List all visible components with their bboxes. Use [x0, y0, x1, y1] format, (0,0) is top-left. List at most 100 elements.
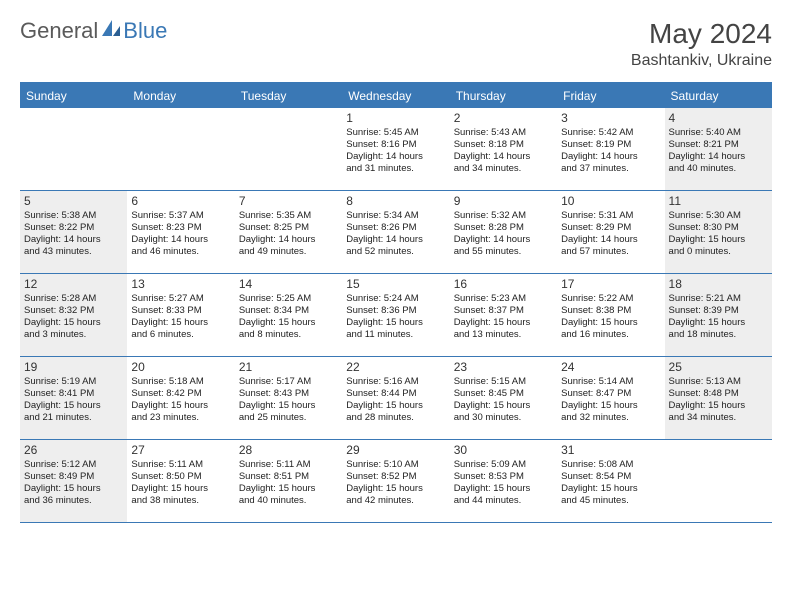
- day-detail-line: Daylight: 15 hours: [669, 400, 768, 412]
- day-detail-line: and 34 minutes.: [454, 163, 553, 175]
- day-detail-line: Sunrise: 5:40 AM: [669, 127, 768, 139]
- day-detail-line: Sunset: 8:25 PM: [239, 222, 338, 234]
- day-cell: 12Sunrise: 5:28 AMSunset: 8:32 PMDayligh…: [20, 274, 127, 356]
- day-detail-line: and 13 minutes.: [454, 329, 553, 341]
- day-number: 1: [346, 111, 445, 125]
- day-detail-line: Daylight: 15 hours: [669, 234, 768, 246]
- day-cell: 4Sunrise: 5:40 AMSunset: 8:21 PMDaylight…: [665, 108, 772, 190]
- day-detail-line: Sunrise: 5:14 AM: [561, 376, 660, 388]
- day-detail-line: and 28 minutes.: [346, 412, 445, 424]
- day-detail-line: Daylight: 15 hours: [346, 400, 445, 412]
- day-detail-line: Sunrise: 5:22 AM: [561, 293, 660, 305]
- day-detail-line: Sunrise: 5:43 AM: [454, 127, 553, 139]
- day-cell: 1Sunrise: 5:45 AMSunset: 8:16 PMDaylight…: [342, 108, 449, 190]
- day-detail-line: and 46 minutes.: [131, 246, 230, 258]
- day-detail-line: Daylight: 15 hours: [131, 400, 230, 412]
- day-cell: 30Sunrise: 5:09 AMSunset: 8:53 PMDayligh…: [450, 440, 557, 522]
- day-detail-line: Sunset: 8:52 PM: [346, 471, 445, 483]
- day-detail-line: Sunset: 8:43 PM: [239, 388, 338, 400]
- day-detail-line: and 25 minutes.: [239, 412, 338, 424]
- day-cell: 8Sunrise: 5:34 AMSunset: 8:26 PMDaylight…: [342, 191, 449, 273]
- day-detail-line: Sunrise: 5:21 AM: [669, 293, 768, 305]
- day-detail-line: and 18 minutes.: [669, 329, 768, 341]
- day-detail-line: Sunset: 8:32 PM: [24, 305, 123, 317]
- day-detail-line: Daylight: 14 hours: [346, 234, 445, 246]
- day-detail-line: Sunset: 8:16 PM: [346, 139, 445, 151]
- day-detail-line: Sunrise: 5:31 AM: [561, 210, 660, 222]
- day-detail-line: and 31 minutes.: [346, 163, 445, 175]
- day-number: 23: [454, 360, 553, 374]
- day-cell: 16Sunrise: 5:23 AMSunset: 8:37 PMDayligh…: [450, 274, 557, 356]
- day-number: 2: [454, 111, 553, 125]
- day-number: 30: [454, 443, 553, 457]
- day-detail-line: Sunrise: 5:38 AM: [24, 210, 123, 222]
- day-detail-line: Sunrise: 5:42 AM: [561, 127, 660, 139]
- day-detail-line: and 40 minutes.: [669, 163, 768, 175]
- day-detail-line: Sunrise: 5:12 AM: [24, 459, 123, 471]
- day-cell: 28Sunrise: 5:11 AMSunset: 8:51 PMDayligh…: [235, 440, 342, 522]
- dayname-label: Tuesday: [235, 84, 342, 108]
- day-number: 3: [561, 111, 660, 125]
- day-detail-line: Sunset: 8:44 PM: [346, 388, 445, 400]
- day-detail-line: Sunrise: 5:32 AM: [454, 210, 553, 222]
- day-detail-line: Sunrise: 5:16 AM: [346, 376, 445, 388]
- day-number: 5: [24, 194, 123, 208]
- day-number: 11: [669, 194, 768, 208]
- day-number: 21: [239, 360, 338, 374]
- day-detail-line: and 30 minutes.: [454, 412, 553, 424]
- day-cell: [20, 108, 127, 190]
- brand-part2: Blue: [123, 18, 167, 44]
- day-detail-line: Sunrise: 5:11 AM: [239, 459, 338, 471]
- day-cell: 22Sunrise: 5:16 AMSunset: 8:44 PMDayligh…: [342, 357, 449, 439]
- dayname-label: Friday: [557, 84, 664, 108]
- day-detail-line: Sunrise: 5:27 AM: [131, 293, 230, 305]
- day-number: 31: [561, 443, 660, 457]
- dayname-label: Monday: [127, 84, 234, 108]
- month-title: May 2024: [631, 18, 772, 50]
- day-detail-line: Sunset: 8:19 PM: [561, 139, 660, 151]
- weeks-container: 1Sunrise: 5:45 AMSunset: 8:16 PMDaylight…: [20, 108, 772, 523]
- day-detail-line: Daylight: 15 hours: [346, 483, 445, 495]
- day-detail-line: Sunrise: 5:24 AM: [346, 293, 445, 305]
- day-detail-line: Daylight: 14 hours: [669, 151, 768, 163]
- dayname-label: Thursday: [450, 84, 557, 108]
- day-cell: 11Sunrise: 5:30 AMSunset: 8:30 PMDayligh…: [665, 191, 772, 273]
- day-detail-line: Sunset: 8:51 PM: [239, 471, 338, 483]
- day-cell: [127, 108, 234, 190]
- day-detail-line: Sunset: 8:41 PM: [24, 388, 123, 400]
- day-detail-line: and 42 minutes.: [346, 495, 445, 507]
- day-cell: 27Sunrise: 5:11 AMSunset: 8:50 PMDayligh…: [127, 440, 234, 522]
- day-detail-line: and 32 minutes.: [561, 412, 660, 424]
- day-detail-line: Sunset: 8:30 PM: [669, 222, 768, 234]
- day-number: 9: [454, 194, 553, 208]
- day-detail-line: Sunset: 8:48 PM: [669, 388, 768, 400]
- day-detail-line: and 0 minutes.: [669, 246, 768, 258]
- day-number: 27: [131, 443, 230, 457]
- day-detail-line: Sunset: 8:42 PM: [131, 388, 230, 400]
- day-cell: 13Sunrise: 5:27 AMSunset: 8:33 PMDayligh…: [127, 274, 234, 356]
- day-detail-line: Sunrise: 5:09 AM: [454, 459, 553, 471]
- day-detail-line: Daylight: 14 hours: [561, 234, 660, 246]
- day-detail-line: Sunset: 8:23 PM: [131, 222, 230, 234]
- day-detail-line: and 21 minutes.: [24, 412, 123, 424]
- day-cell: [235, 108, 342, 190]
- day-detail-line: Daylight: 15 hours: [346, 317, 445, 329]
- day-detail-line: Sunrise: 5:37 AM: [131, 210, 230, 222]
- day-number: 13: [131, 277, 230, 291]
- day-detail-line: Sunrise: 5:25 AM: [239, 293, 338, 305]
- day-detail-line: Daylight: 15 hours: [561, 483, 660, 495]
- day-number: 16: [454, 277, 553, 291]
- day-detail-line: Sunset: 8:54 PM: [561, 471, 660, 483]
- day-detail-line: Daylight: 15 hours: [239, 483, 338, 495]
- header: General Blue May 2024 Bashtankiv, Ukrain…: [20, 18, 772, 70]
- day-detail-line: and 38 minutes.: [131, 495, 230, 507]
- day-cell: 15Sunrise: 5:24 AMSunset: 8:36 PMDayligh…: [342, 274, 449, 356]
- day-detail-line: Daylight: 14 hours: [346, 151, 445, 163]
- day-detail-line: Sunset: 8:49 PM: [24, 471, 123, 483]
- calendar-grid: SundayMondayTuesdayWednesdayThursdayFrid…: [20, 82, 772, 523]
- dayname-row: SundayMondayTuesdayWednesdayThursdayFrid…: [20, 84, 772, 108]
- day-detail-line: Sunset: 8:37 PM: [454, 305, 553, 317]
- day-detail-line: Sunrise: 5:10 AM: [346, 459, 445, 471]
- dayname-label: Saturday: [665, 84, 772, 108]
- day-detail-line: Daylight: 15 hours: [131, 483, 230, 495]
